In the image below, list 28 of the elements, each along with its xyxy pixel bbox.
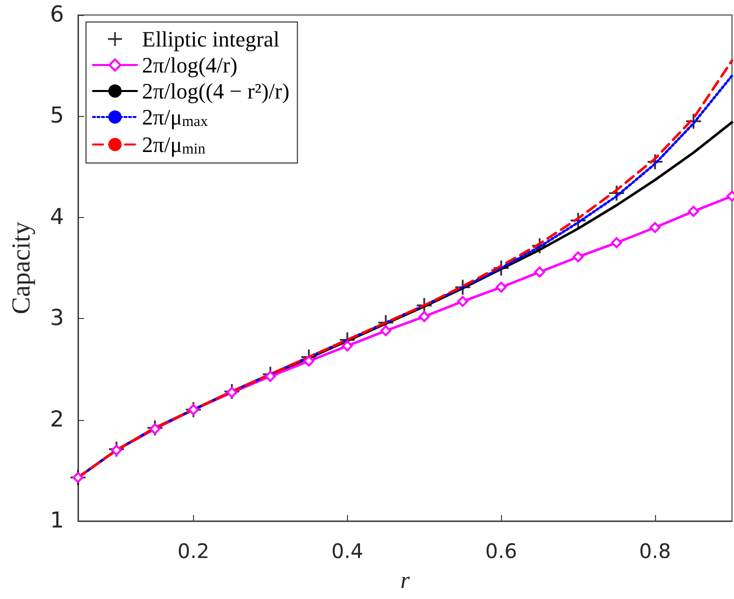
y-tick-label: 3 <box>50 306 64 332</box>
point <box>418 311 430 322</box>
y-tick-label: 4 <box>50 204 64 230</box>
point <box>303 356 314 367</box>
x-axis-title: r <box>400 568 410 594</box>
legend-label: 2π/log(4/r) <box>142 52 238 78</box>
point <box>688 206 700 217</box>
y-tick-label: 5 <box>50 104 64 129</box>
x-tick-label: 0.6 <box>485 539 518 563</box>
y-tick-label: 2 <box>50 407 64 432</box>
x-tick-label: 0.2 <box>178 539 210 563</box>
point <box>534 266 546 278</box>
y-axis-title: Capacity <box>6 222 36 314</box>
point <box>611 237 622 248</box>
y-tick-label: 1 <box>50 508 64 534</box>
legend-label: Elliptic integral <box>142 26 280 52</box>
x-tick-label: 0.4 <box>331 539 364 563</box>
point <box>457 296 468 307</box>
legend-label: 2π/μmin <box>142 132 206 158</box>
legend-label: 2π/μmax <box>142 104 208 130</box>
point <box>572 251 584 262</box>
y-tick-label: 6 <box>50 2 64 28</box>
point <box>380 325 392 336</box>
point <box>650 222 661 234</box>
point <box>496 282 507 293</box>
legend-label: 2π/log((4 − r²)/r) <box>142 78 290 104</box>
x-tick-label: 0.8 <box>639 539 671 563</box>
point <box>342 340 353 352</box>
